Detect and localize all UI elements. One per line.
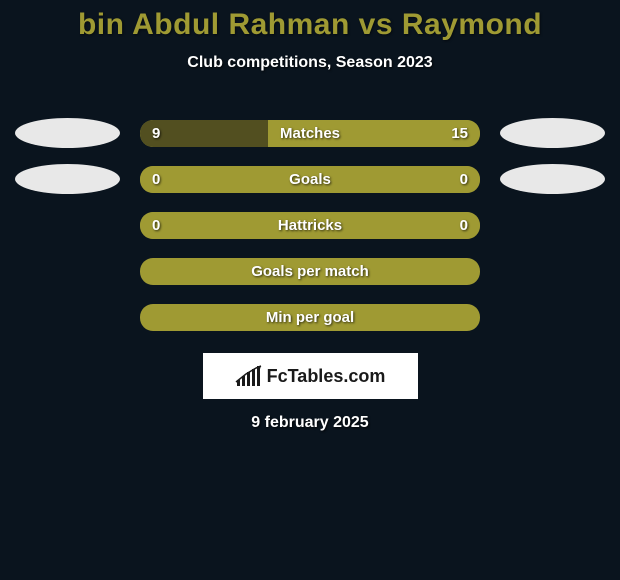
bar-chart-icon — [235, 364, 263, 388]
stat-value-left: 0 — [152, 217, 160, 234]
logo-text: FcTables.com — [267, 366, 386, 387]
stat-row: 9 15 Matches — [0, 117, 620, 149]
stat-bar-fill-right — [310, 166, 480, 193]
stat-label: Matches — [280, 125, 340, 142]
stat-bar: Goals per match — [140, 258, 480, 285]
player-photo-right — [500, 164, 605, 194]
stat-bar: 9 15 Matches — [140, 120, 480, 147]
stat-value-left: 9 — [152, 125, 160, 142]
player-photo-left — [15, 118, 120, 148]
stat-row: 0 0 Hattricks — [0, 209, 620, 241]
page-title: bin Abdul Rahman vs Raymond — [0, 8, 620, 42]
stat-label: Min per goal — [266, 309, 354, 326]
date-label: 9 february 2025 — [0, 414, 620, 432]
stats-list: 9 15 Matches 0 0 Goals 0 0 Hattricks Goals per ma… — [0, 117, 620, 333]
stat-value-right: 15 — [451, 125, 468, 142]
stat-row: Min per goal — [0, 301, 620, 333]
stat-value-left: 0 — [152, 171, 160, 188]
stat-row: 0 0 Goals — [0, 163, 620, 195]
stat-bar: 0 0 Hattricks — [140, 212, 480, 239]
logo-box[interactable]: FcTables.com — [203, 353, 418, 399]
stat-row: Goals per match — [0, 255, 620, 287]
stat-bar: 0 0 Goals — [140, 166, 480, 193]
player-photo-right — [500, 118, 605, 148]
stat-value-right: 0 — [460, 217, 468, 234]
comparison-card: bin Abdul Rahman vs Raymond Club competi… — [0, 0, 620, 432]
stat-label: Goals per match — [251, 263, 369, 280]
stat-value-right: 0 — [460, 171, 468, 188]
stat-label: Goals — [289, 171, 331, 188]
stat-bar: Min per goal — [140, 304, 480, 331]
player-photo-left — [15, 164, 120, 194]
subtitle: Club competitions, Season 2023 — [0, 54, 620, 72]
stat-bar-fill-left — [140, 166, 310, 193]
stat-label: Hattricks — [278, 217, 342, 234]
